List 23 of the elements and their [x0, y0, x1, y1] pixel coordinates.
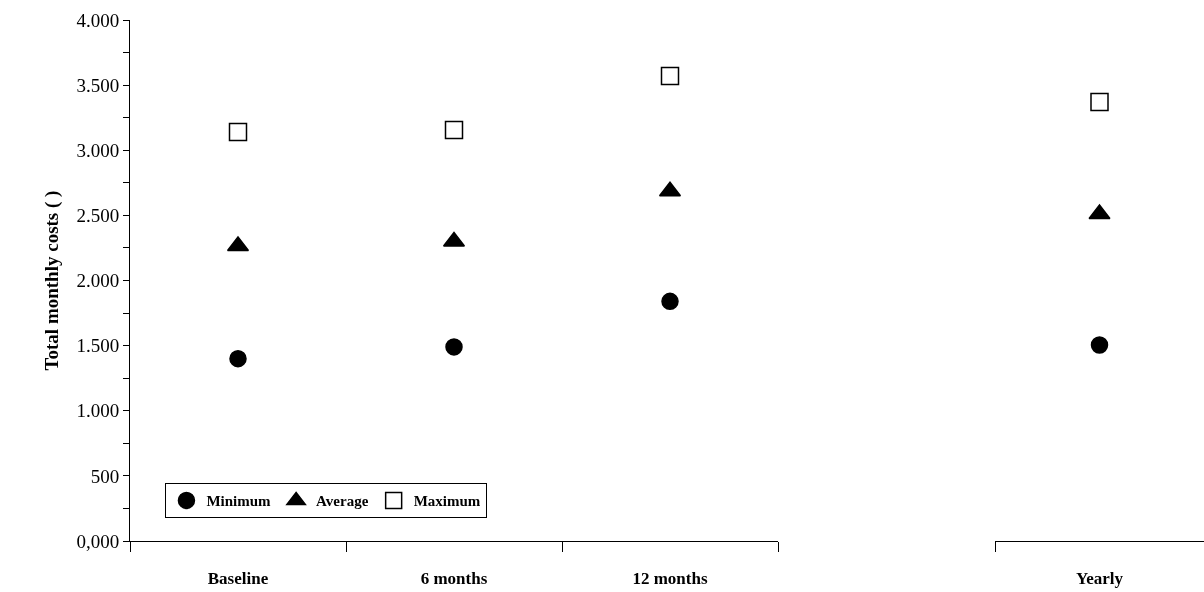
y-tick-label: 1.000: [76, 400, 120, 422]
x-tick-label: 12 months: [632, 569, 708, 589]
point: [660, 66, 680, 86]
legend-label: Maximum: [413, 493, 481, 510]
point: [445, 338, 463, 356]
y-tick-label: 3.500: [76, 74, 120, 96]
y-tick-label: 2.500: [76, 205, 120, 227]
legend-label: Minimum: [206, 493, 272, 510]
y-tick-label: 500: [90, 465, 120, 487]
point: [661, 292, 679, 311]
y-tick-label: 4.000: [76, 9, 120, 31]
point: [228, 122, 248, 142]
x-tick-label: Baseline: [207, 569, 269, 589]
y-tick-label: 0,000: [76, 530, 120, 552]
y-axis-title: Total monthly costs ( ): [41, 190, 64, 371]
x-tick-label: 6 months: [420, 569, 488, 589]
x-tick-label: Yearly: [1075, 569, 1124, 589]
point: [229, 349, 247, 368]
y-tick-label: 1.500: [76, 335, 120, 357]
point: [444, 120, 464, 140]
y-tick-label: 2.000: [76, 270, 120, 292]
legend-label: Average: [316, 493, 369, 510]
y-tick-label: 3.000: [76, 139, 120, 161]
